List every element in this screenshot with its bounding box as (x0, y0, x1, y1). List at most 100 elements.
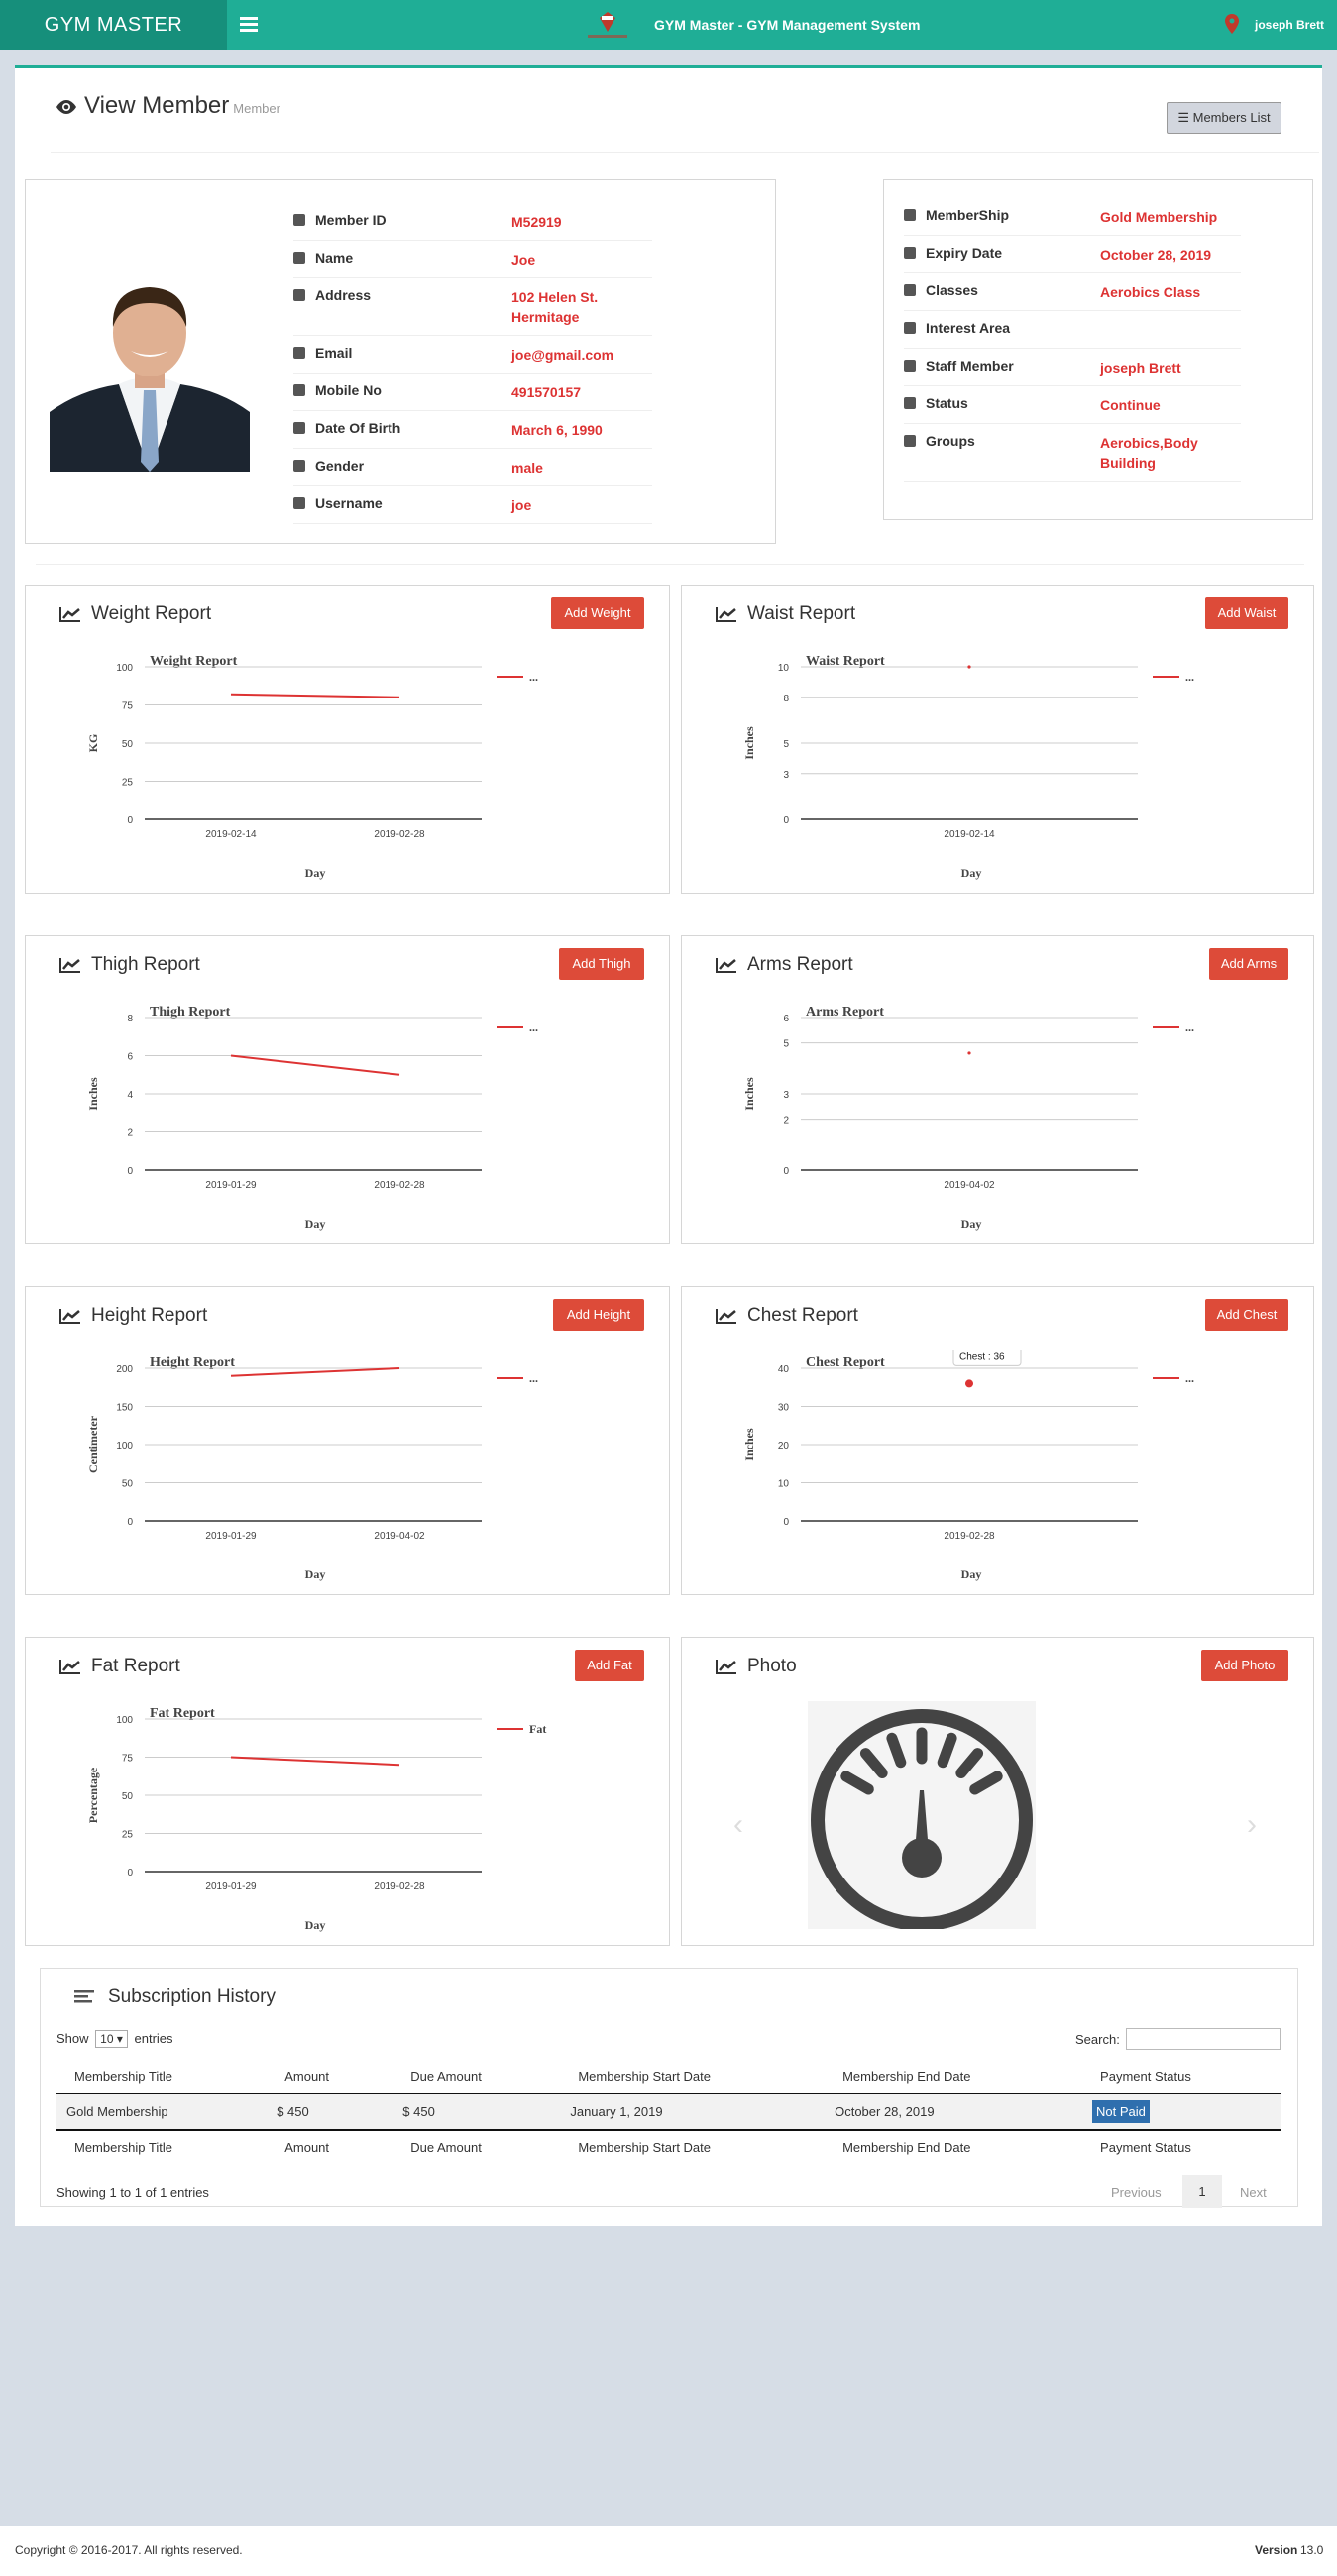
chart-legend: Fat (497, 1722, 546, 1736)
subscription-history-box: Subscription History Show 10 ▾ entries S… (40, 1968, 1298, 2208)
carousel-next-icon[interactable]: › (1247, 1808, 1257, 1841)
column-header[interactable]: Membership Start Date (560, 2060, 826, 2094)
chart-legend: ... (497, 670, 538, 684)
info-value: Aerobics,Body Building (1100, 433, 1198, 473)
chart-title: Height Report (150, 1355, 235, 1370)
data-point[interactable] (965, 1379, 973, 1388)
info-label-text: Member ID (315, 212, 387, 228)
y-axis-label: Percentage (86, 1767, 100, 1823)
column-header[interactable]: Membership Title (56, 2060, 268, 2094)
line-chart-icon (716, 957, 736, 973)
y-tick-label: 5 (783, 1039, 789, 1050)
calendar-icon (293, 422, 305, 434)
y-tick-label: 100 (116, 663, 133, 674)
table-cell: $ 450 (392, 2093, 561, 2131)
info-row: Gender male (293, 448, 652, 486)
info-value-text: joe (511, 497, 532, 513)
info-label-text: Gender (315, 458, 365, 474)
info-label: Mobile No (293, 382, 382, 398)
members-list-button[interactable]: ☰ Members List (1167, 102, 1281, 134)
brand-logo-text[interactable]: GYM MASTER (0, 0, 227, 50)
x-tick-label: 2019-02-28 (374, 1881, 425, 1892)
panel-title: Thigh Report (59, 954, 200, 976)
y-axis-label: KG (86, 734, 100, 753)
add-fat-button[interactable]: Add Fat (575, 1650, 644, 1681)
panel-title-text: Height Report (91, 1305, 208, 1326)
add-weight-button[interactable]: Add Weight (551, 597, 644, 629)
chart-legend: ... (497, 1020, 538, 1034)
y-tick-label: 40 (778, 1364, 790, 1375)
y-axis-label: Centimeter (86, 1415, 100, 1473)
info-label-text: Username (315, 495, 383, 511)
y-tick-label: 200 (116, 1364, 133, 1375)
info-value: March 6, 1990 (511, 420, 603, 440)
top-navbar: GYM MASTER GYM Master - GYM Management S… (0, 0, 1337, 50)
user-menu[interactable]: joseph Brett (1255, 18, 1325, 32)
column-header[interactable]: Amount (267, 2060, 393, 2094)
previous-page-button[interactable]: Previous (1111, 2185, 1162, 2200)
panel-title-text: Chest Report (747, 1305, 858, 1326)
entries-select[interactable]: 10 ▾ (95, 2030, 128, 2048)
x-tick-label: 2019-01-29 (205, 1881, 257, 1892)
x-axis-label: Day (961, 1217, 982, 1231)
y-tick-label: 2 (127, 1128, 133, 1139)
info-label-text: Email (315, 345, 353, 361)
series-line (230, 693, 400, 698)
cell-text: Gold Membership (66, 2104, 168, 2119)
chart-legend: ... (497, 1371, 538, 1385)
payment-status-badge: Not Paid (1092, 2100, 1150, 2123)
info-label: Expiry Date (904, 245, 1002, 261)
column-header[interactable]: Membership End Date (825, 2060, 1083, 2094)
info-value-text: M52919 (511, 214, 562, 230)
panel-title-text: Weight Report (91, 603, 212, 624)
chart-title: Weight Report (150, 654, 238, 669)
sidebar-toggle-icon[interactable] (238, 14, 260, 36)
info-label: Date Of Birth (293, 420, 400, 436)
line-chart-icon (716, 606, 736, 622)
x-axis-label: Day (305, 1217, 326, 1231)
gym-logo-icon (588, 12, 627, 38)
y-axis-label: Inches (742, 1077, 756, 1111)
graduation-cap-icon (904, 284, 916, 296)
add-thigh-button[interactable]: Add Thigh (559, 948, 644, 980)
table-cell: October 28, 2019 (825, 2093, 1083, 2131)
data-point[interactable] (967, 665, 971, 669)
panel-title: Chest Report (716, 1305, 858, 1327)
x-tick-label: 2019-04-02 (374, 1531, 425, 1542)
info-label: Staff Member (904, 358, 1014, 374)
height-chart: Height Report 0 50 100 150 200 Centimeter Day 20… (86, 1355, 538, 1581)
system-title: GYM Master - GYM Management System (654, 17, 921, 33)
power-icon (904, 397, 916, 409)
x-tick-label: 2019-02-14 (944, 829, 995, 840)
membership-info-box (883, 179, 1313, 520)
x-tick-label: 2019-02-28 (374, 1180, 425, 1191)
info-row: Date Of Birth March 6, 1990 (293, 410, 652, 449)
search-input[interactable] (1126, 2028, 1281, 2050)
y-tick-label: 6 (783, 1014, 789, 1024)
info-label-text: Mobile No (315, 382, 382, 398)
column-header[interactable]: Due Amount (392, 2060, 561, 2094)
y-tick-label: 50 (122, 1791, 134, 1802)
y-tick-label: 0 (127, 1868, 133, 1878)
chart-legend: ... (1153, 1020, 1194, 1034)
add-photo-button[interactable]: Add Photo (1201, 1650, 1288, 1681)
page-1-button[interactable]: 1 (1182, 2175, 1222, 2208)
y-tick-label: 75 (122, 1754, 134, 1765)
info-value-text: 102 Helen St. (511, 289, 599, 305)
carousel-prev-icon[interactable]: ‹ (733, 1808, 743, 1841)
user-icon (904, 360, 916, 372)
column-header[interactable]: Payment Status (1082, 2060, 1281, 2094)
y-tick-label: 8 (783, 694, 789, 704)
gauge-photo (808, 1701, 1036, 1929)
add-arms-button[interactable]: Add Arms (1209, 948, 1288, 980)
data-point[interactable] (967, 1051, 971, 1055)
add-height-button[interactable]: Add Height (553, 1299, 644, 1331)
info-row: Classes Aerobics Class (904, 272, 1241, 311)
x-tick-label: 2019-01-29 (205, 1180, 257, 1191)
add-chest-button[interactable]: Add Chest (1205, 1299, 1288, 1331)
next-page-button[interactable]: Next (1240, 2185, 1267, 2200)
info-value-text-2: Hermitage (511, 309, 580, 325)
info-row: Address 102 Helen St. Hermitage (293, 277, 652, 336)
entries-length: Show 10 ▾ entries (56, 2030, 173, 2048)
add-waist-button[interactable]: Add Waist (1205, 597, 1288, 629)
